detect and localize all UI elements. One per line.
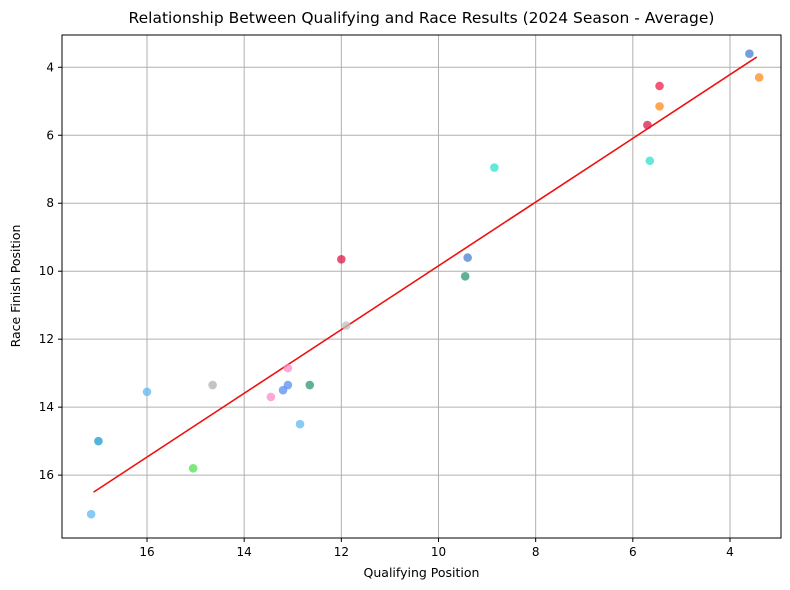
- data-point: [283, 363, 293, 373]
- grid: [62, 35, 781, 538]
- y-tick-label: 14: [39, 400, 54, 414]
- data-point: [188, 464, 198, 473]
- data-point: [463, 253, 472, 262]
- y-tick-label: 6: [46, 128, 54, 142]
- y-axis-ticks: 4 6 8 10 12 14 16: [39, 60, 62, 482]
- plot-frame: [61, 34, 782, 539]
- data-point: [266, 392, 276, 402]
- x-tick-label: 12: [334, 545, 349, 559]
- x-tick-label: 4: [726, 545, 734, 559]
- data-point: [305, 380, 315, 390]
- x-tick-label: 14: [237, 545, 252, 559]
- y-tick-label: 16: [39, 468, 54, 482]
- data-point: [142, 387, 152, 397]
- chart-title: Relationship Between Qualifying and Race…: [129, 9, 715, 27]
- data-point: [655, 81, 664, 91]
- x-tick-label: 16: [139, 545, 154, 559]
- data-point: [337, 255, 346, 264]
- y-tick-label: 12: [39, 332, 54, 346]
- data-point: [490, 163, 499, 172]
- x-tick-label: 6: [629, 545, 637, 559]
- data-point: [208, 380, 217, 390]
- data-point: [645, 156, 655, 166]
- trend-line-layer: [93, 56, 758, 493]
- data-point: [643, 120, 652, 130]
- x-tick-label: 8: [532, 545, 540, 559]
- data-point: [86, 509, 96, 519]
- data-point: [278, 385, 288, 395]
- data-point: [295, 419, 305, 429]
- scatter-points: [86, 49, 764, 519]
- trend-line: [93, 56, 758, 493]
- y-tick-label: 4: [46, 60, 54, 74]
- data-point: [460, 272, 470, 281]
- x-tick-label: 10: [431, 545, 446, 559]
- data-point: [745, 49, 754, 58]
- y-axis-label: Race Finish Position: [8, 225, 23, 348]
- x-axis-label: Qualifying Position: [364, 565, 480, 580]
- y-tick-label: 10: [39, 264, 54, 278]
- data-point: [655, 102, 664, 111]
- data-point: [754, 73, 764, 82]
- x-axis-ticks: 16 14 12 10 8 6 4: [139, 538, 734, 559]
- data-point: [341, 321, 351, 330]
- data-point: [94, 436, 103, 446]
- y-tick-label: 8: [46, 196, 54, 210]
